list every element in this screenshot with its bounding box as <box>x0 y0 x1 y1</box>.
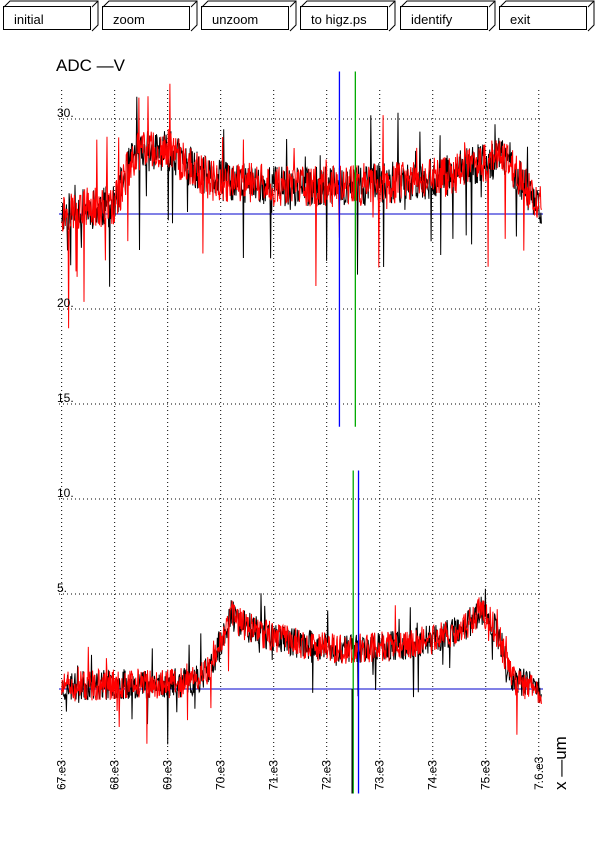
button-bevel <box>3 0 99 32</box>
toolbar: initial zoom unzoom to higz.ps identify … <box>0 0 600 40</box>
x-tick-label: 71.e3 <box>267 760 281 790</box>
x-tick-label: 68.e3 <box>108 760 122 790</box>
x-tick-label: 74.e3 <box>426 760 440 790</box>
initial-button-label: initial <box>14 12 44 27</box>
exit-button-label: exit <box>510 12 531 27</box>
x-tick-label: 67.e3 <box>55 760 69 790</box>
x-tick-label: 73.e3 <box>373 760 387 790</box>
upper-black-trace <box>61 96 542 287</box>
x-tick-label: 72.e3 <box>320 760 334 790</box>
x-tick-label: 7.6.e3 <box>532 756 546 790</box>
initial-button[interactable]: initial <box>3 0 99 32</box>
exit-button[interactable]: exit <box>499 0 595 32</box>
plot-traces <box>59 83 543 745</box>
button-bevel <box>400 0 496 32</box>
plot-markers <box>338 71 360 794</box>
to-higz-ps-button[interactable]: to higz.ps <box>300 0 396 32</box>
button-bevel <box>102 0 198 32</box>
x-tick-label: 70.e3 <box>214 760 228 790</box>
y-tick-label: 20. <box>57 296 74 310</box>
y-tick-label: 10. <box>57 486 74 500</box>
y-tick-label: 5. <box>57 581 67 595</box>
button-bevel <box>499 0 595 32</box>
identify-button-label: identify <box>411 12 453 27</box>
x-axis-label: x —um <box>551 736 570 790</box>
lower-red-trace <box>61 597 542 744</box>
button-bevel <box>300 0 396 32</box>
x-tick-label: 75.e3 <box>479 760 493 790</box>
button-bevel <box>201 0 297 32</box>
x-tick-label: 69.e3 <box>161 760 175 790</box>
unzoom-button[interactable]: unzoom <box>201 0 297 32</box>
to-higz-ps-button-label: to higz.ps <box>311 12 367 27</box>
plot-title: ADC —V <box>56 56 126 75</box>
y-tick-label: 15. <box>57 391 74 405</box>
zoom-button-label: zoom <box>113 12 145 27</box>
upper-red-trace <box>61 83 542 329</box>
unzoom-button-label: unzoom <box>212 12 259 27</box>
plot-ticks: 5. 10. 15. 20. 30. 67.e3 68.e3 69.e3 70.e3 71.e3 7… <box>55 106 546 790</box>
identify-button[interactable]: identify <box>400 0 496 32</box>
y-tick-label: 30. <box>57 106 74 120</box>
zoom-button[interactable]: zoom <box>102 0 198 32</box>
